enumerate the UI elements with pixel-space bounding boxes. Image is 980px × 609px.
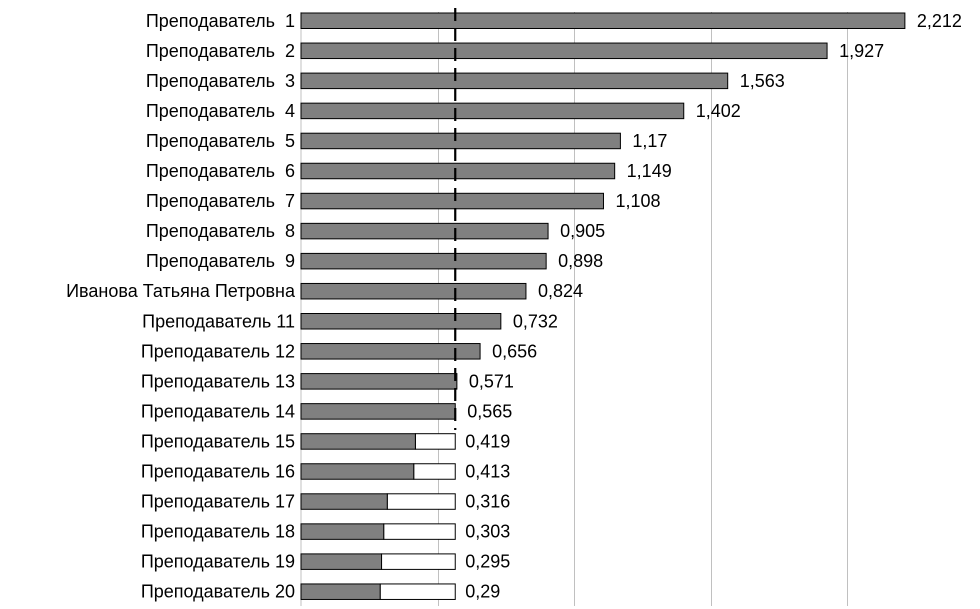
value-label-3: 1,563 <box>740 71 785 91</box>
bar-14 <box>300 403 456 420</box>
category-label-16: Преподаватель 16 <box>141 462 295 482</box>
category-label-18: Преподаватель 18 <box>141 522 295 542</box>
shortfall-bar-19 <box>381 553 456 570</box>
value-label-10: 0,824 <box>538 281 583 301</box>
value-label-11: 0,732 <box>513 311 558 331</box>
value-label-4: 1,402 <box>696 101 741 121</box>
bar-16 <box>300 463 415 480</box>
value-labels: 2,212 1,927 1,563 1,402 1,17 1,149 1,108 0,905 0… <box>465 11 962 602</box>
category-label-17: Преподаватель 17 <box>141 492 295 512</box>
category-label-6: Преподаватель 6 <box>146 161 295 181</box>
category-label-7: Преподаватель 7 <box>146 191 295 211</box>
value-label-17: 0,316 <box>465 492 510 512</box>
bar-11 <box>300 313 502 330</box>
shortfall-bar-17 <box>386 493 456 510</box>
value-label-12: 0,656 <box>492 341 537 361</box>
bar-3 <box>300 72 729 90</box>
value-label-6: 1,149 <box>627 161 672 181</box>
category-label-14: Преподаватель 14 <box>141 401 295 421</box>
bar-12 <box>300 343 481 360</box>
value-label-9: 0,898 <box>558 251 603 271</box>
category-label-10: Иванова Татьяна Петровна <box>66 281 296 301</box>
value-label-19: 0,295 <box>465 552 510 572</box>
bar-20 <box>300 583 381 600</box>
bar-2 <box>300 42 828 60</box>
bar-6 <box>300 162 616 180</box>
bar-9 <box>300 252 547 270</box>
value-label-7: 1,108 <box>615 191 660 211</box>
value-label-1: 2,212 <box>917 11 962 31</box>
shortfall-bar-18 <box>383 523 456 540</box>
category-label-12: Преподаватель 12 <box>141 341 295 361</box>
bar-1 <box>300 12 906 29</box>
category-label-1: Преподаватель 1 <box>146 11 295 31</box>
value-label-13: 0,571 <box>469 371 514 391</box>
bar-18 <box>300 523 385 540</box>
value-label-20: 0,29 <box>465 582 500 602</box>
category-label-2: Преподаватель 2 <box>146 41 295 61</box>
category-label-19: Преподаватель 19 <box>141 552 295 572</box>
value-label-15: 0,419 <box>465 431 510 451</box>
category-label-13: Преподаватель 13 <box>141 371 295 391</box>
shortfall-bar-20 <box>379 583 456 600</box>
bar-10 <box>300 282 527 300</box>
category-label-11: Преподаватель 11 <box>142 311 295 331</box>
bars <box>300 12 906 600</box>
bar-15 <box>300 433 416 450</box>
shortfall-bar-15 <box>414 433 456 450</box>
value-label-2: 1,927 <box>839 41 884 61</box>
category-label-20: Преподаватель 20 <box>141 582 295 602</box>
category-label-8: Преподаватель 8 <box>146 221 295 241</box>
bar-17 <box>300 493 388 510</box>
category-label-9: Преподаватель 9 <box>146 251 295 271</box>
category-label-4: Преподаватель 4 <box>146 101 295 121</box>
value-label-14: 0,565 <box>467 401 512 421</box>
category-label-5: Преподаватель 5 <box>146 131 295 151</box>
value-label-16: 0,413 <box>465 462 510 482</box>
value-label-8: 0,905 <box>560 221 605 241</box>
bar-7 <box>300 192 604 210</box>
category-labels: Преподаватель 1 Преподаватель 2 Преподават… <box>66 11 296 602</box>
grid-lines <box>300 12 848 606</box>
bar-4 <box>300 102 685 120</box>
bar-19 <box>300 553 383 570</box>
value-label-18: 0,303 <box>465 522 510 542</box>
bar-5 <box>300 132 621 150</box>
category-label-3: Преподаватель 3 <box>146 71 295 91</box>
category-label-15: Преподаватель 15 <box>141 431 295 451</box>
bar-8 <box>300 222 549 240</box>
bar-13 <box>300 373 458 390</box>
shortfall-bar-16 <box>413 463 456 480</box>
value-label-5: 1,17 <box>632 131 667 151</box>
